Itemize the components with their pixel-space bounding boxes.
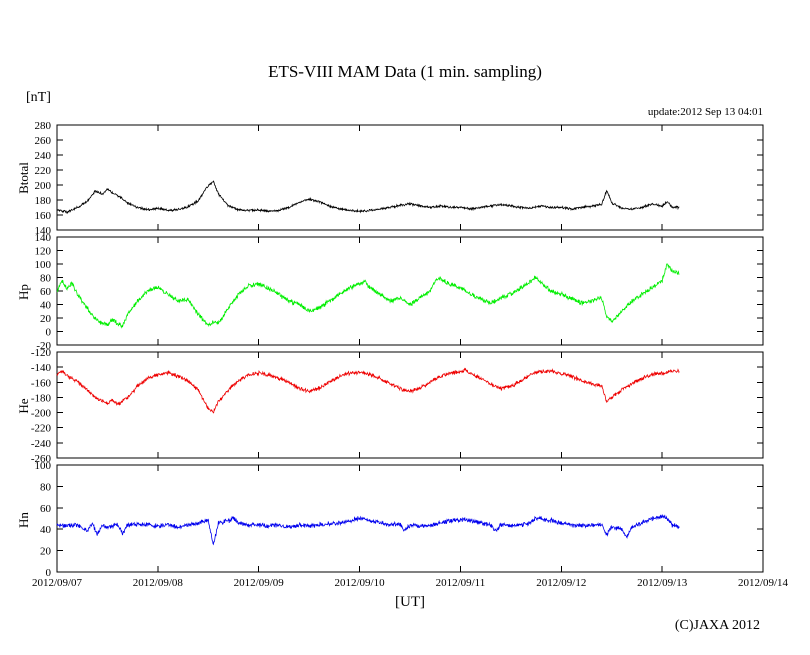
x-axis-label: [UT] [395, 594, 425, 610]
y-tick-label: -260 [31, 453, 52, 465]
series-hp [56, 263, 680, 329]
series-btotal [56, 180, 680, 215]
y-tick-label: 60 [40, 503, 52, 515]
x-tick-label: 2012/09/08 [133, 577, 184, 589]
y-unit-label: [nT] [26, 90, 51, 105]
y-tick-label: 240 [35, 150, 52, 162]
y-tick-label: -140 [31, 362, 52, 374]
panel-frame [56, 351, 764, 459]
copyright-label: (C)JAXA 2012 [674, 618, 760, 633]
y-tick-label: -200 [31, 408, 52, 420]
panel-frame [56, 464, 764, 573]
panel-he: -260 -240 -220 -200 -180 -160 -140 -120 [31, 347, 764, 465]
series-he [56, 367, 680, 414]
panel-label-he: He [16, 398, 31, 414]
y-tick-label: 80 [40, 273, 52, 285]
x-tick-label: 2012/09/07 [32, 577, 83, 589]
y-tick-label: 140 [35, 225, 52, 237]
panel-label-hn: Hn [16, 512, 31, 528]
panel-frame [56, 124, 764, 231]
y-tick-label: 200 [35, 180, 52, 192]
chart-title: ETS-VIII MAM Data (1 min. sampling) [268, 62, 542, 81]
y-tick-label: 0 [46, 327, 52, 339]
y-tick-label: 40 [40, 524, 52, 536]
y-tick-label: -20 [36, 340, 51, 352]
panel-label-hp: Hp [16, 284, 31, 300]
y-tick-label: -160 [31, 377, 52, 389]
panel-btotal: 140 160 180 200 220 240 260 280 [35, 120, 764, 237]
series-hn [56, 514, 680, 546]
y-tick-label: 140 [35, 232, 52, 244]
panel-label-btotal: Btotal [16, 162, 31, 194]
y-tick-label: 260 [35, 135, 52, 147]
panel-hn: 0 20 40 60 80 100 [35, 460, 764, 579]
y-tick-label: 220 [35, 165, 52, 177]
x-tick-label: 2012/09/09 [234, 577, 285, 589]
y-tick-label: 20 [40, 313, 52, 325]
y-tick-label: -240 [31, 438, 52, 450]
y-tick-label: 160 [35, 210, 52, 222]
y-tick-label: -220 [31, 423, 52, 435]
x-tick-label: 2012/09/14 [738, 577, 789, 589]
update-timestamp: update:2012 Sep 13 04:01 [647, 106, 763, 118]
x-tick-label: 2012/09/13 [637, 577, 688, 589]
y-tick-label: 80 [40, 481, 52, 493]
x-tick-label: 2012/09/10 [335, 577, 386, 589]
y-tick-label: 180 [35, 195, 52, 207]
y-tick-label: 100 [35, 460, 52, 472]
y-tick-label: 280 [35, 120, 52, 132]
x-tick-label: 2012/09/12 [536, 577, 586, 589]
y-tick-label: 120 [35, 246, 52, 258]
y-tick-label: 100 [35, 259, 52, 271]
x-tick-label: 2012/09/11 [436, 577, 486, 589]
y-tick-label: -120 [31, 347, 52, 359]
y-tick-label: 60 [40, 286, 52, 298]
y-tick-label: 40 [40, 300, 52, 312]
y-tick-label: -180 [31, 392, 52, 404]
y-tick-label: 20 [40, 546, 52, 558]
y-tick-label: 0 [46, 567, 52, 579]
